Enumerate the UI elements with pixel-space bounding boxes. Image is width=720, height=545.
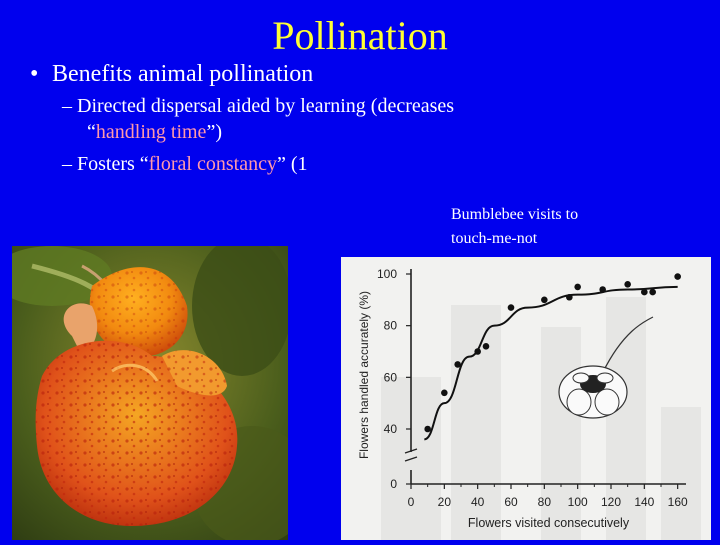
- data-point: [649, 288, 656, 296]
- bee-wing-sketch: [596, 372, 614, 384]
- dash-icon: –: [62, 153, 77, 175]
- data-point: [566, 293, 573, 301]
- handling-time-highlight: handling time: [95, 121, 207, 143]
- touch-me-not-flower-photo: [12, 246, 288, 540]
- bullet-dot-icon: •: [30, 61, 39, 87]
- y-axis-label: Flowers handled accurately (%): [357, 291, 371, 459]
- quote-open: “: [87, 121, 96, 143]
- data-point: [541, 296, 548, 304]
- fit-curve: [423, 285, 678, 441]
- slide-title: Pollination: [272, 13, 448, 58]
- x-tick-label: 0: [408, 495, 415, 509]
- data-point: [482, 343, 490, 350]
- x-tick-label: 80: [538, 495, 552, 509]
- axis-break-mark: [404, 456, 418, 462]
- chart-svg: 0 40 60 80 100 0 20 40 60 80 100 120 140 160 Flowers v…: [341, 257, 711, 540]
- y-tick-label: 60: [384, 370, 398, 384]
- caption-line-2: touch-me-not: [451, 230, 538, 247]
- x-tick-label: 20: [438, 495, 452, 509]
- sub-bullet-1-cont: “handling time”): [87, 119, 222, 145]
- x-tick-label: 140: [634, 495, 654, 509]
- x-tick-label: 120: [601, 495, 621, 509]
- dash-icon: –: [62, 95, 77, 117]
- data-point: [599, 286, 606, 293]
- x-tick-label: 40: [471, 495, 485, 509]
- x-tick-label: 160: [668, 495, 688, 509]
- sub-bullet-2: – Fosters “floral constancy” (1: [62, 151, 308, 177]
- data-point: [441, 389, 448, 397]
- y-tick-label: 40: [384, 422, 398, 436]
- chart-caption: Bumblebee visits to touch-me-not: [451, 203, 578, 251]
- x-tick-label: 60: [504, 495, 518, 509]
- data-point: [507, 304, 515, 311]
- plot-area: 0 40 60 80 100 0 20 40 60 80 100 120 140 160 Flowers v…: [357, 267, 688, 530]
- flower-stem-sketch: [602, 316, 654, 373]
- data-point: [624, 281, 631, 288]
- data-point: [674, 273, 681, 280]
- bullet-1-text: Benefits animal pollination: [52, 61, 314, 87]
- sub-bullet-1-line1: Directed dispersal aided by learning (de…: [77, 95, 455, 117]
- flower-illustration: [12, 246, 288, 540]
- bee-wing-sketch: [572, 372, 590, 384]
- x-axis-label: Flowers visited consecutively: [468, 516, 630, 530]
- y-tick-label: 100: [377, 267, 397, 281]
- flower-petal-sketch: [594, 388, 620, 416]
- caption-line-1: Bumblebee visits to: [451, 206, 579, 223]
- x-tick-label: 100: [568, 495, 588, 509]
- y-tick-label: 0: [390, 477, 397, 491]
- flower-petal-sketch: [566, 388, 592, 416]
- sub-bullet-2-pre: Fosters “: [77, 153, 149, 175]
- bullet-1: • Benefits animal pollination: [30, 58, 313, 90]
- axis-break-mark: [404, 448, 418, 454]
- data-point: [574, 283, 581, 291]
- floral-constancy-highlight: floral constancy: [148, 153, 277, 175]
- sub-bullet-2-post: ” (1: [276, 153, 308, 175]
- learning-curve-chart: 0 40 60 80 100 0 20 40 60 80 100 120 140 160 Flowers v…: [341, 257, 711, 540]
- data-point: [641, 288, 648, 296]
- y-tick-label: 80: [384, 319, 398, 333]
- data-point: [454, 361, 461, 368]
- sub-bullet-1: – Directed dispersal aided by learning (…: [62, 93, 454, 119]
- data-point: [474, 348, 481, 355]
- data-point: [424, 425, 431, 433]
- quote-close: ”): [206, 121, 222, 143]
